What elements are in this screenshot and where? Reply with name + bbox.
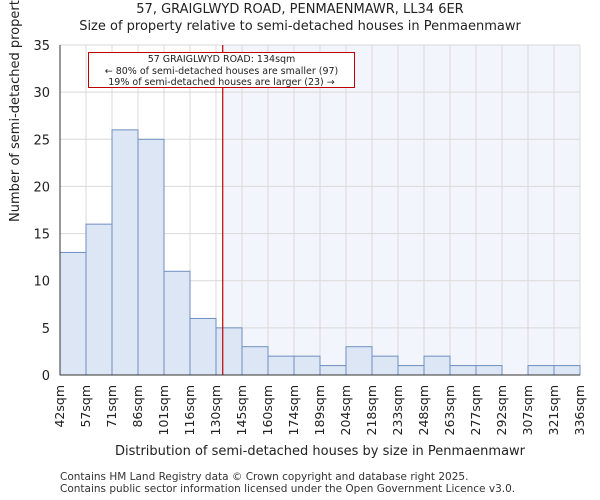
bar-86sqm: [137, 138, 165, 376]
x-tick-label-277sqm: 277sqm: [468, 385, 483, 435]
bar-145sqm: [241, 346, 269, 376]
bar-248sqm: [423, 355, 451, 376]
x-tick-label-160sqm: 160sqm: [260, 385, 275, 435]
bar-277sqm: [475, 365, 503, 376]
bar-189sqm: [319, 365, 347, 376]
y-axis-label: Number of semi-detached properties: [8, 0, 23, 222]
x-tick-label-86sqm: 86sqm: [130, 385, 145, 428]
y-tick-label-10: 10: [33, 275, 50, 290]
bar-101sqm: [163, 270, 191, 376]
y-tick-label-15: 15: [33, 228, 50, 243]
chart-subtitle: Size of property relative to semi-detach…: [79, 19, 521, 34]
x-tick-label-189sqm: 189sqm: [312, 385, 327, 435]
x-tick-label-218sqm: 218sqm: [364, 385, 379, 435]
bar-57sqm: [85, 223, 113, 376]
y-tick-label-0: 0: [42, 369, 50, 384]
annotation-line-3: 19% of semi-detached houses are larger (…: [108, 77, 335, 88]
bar-321sqm: [553, 365, 581, 376]
x-tick-label-248sqm: 248sqm: [416, 385, 431, 435]
y-tick-label-30: 30: [33, 86, 50, 101]
x-tick-label-174sqm: 174sqm: [286, 385, 301, 435]
bar-71sqm: [111, 129, 139, 376]
annotation-line-2: ← 80% of semi-detached houses are smalle…: [104, 65, 339, 77]
footer-copyright: Contains HM Land Registry data © Crown c…: [60, 471, 469, 483]
bar-116sqm: [189, 317, 217, 376]
x-tick-label-42sqm: 42sqm: [52, 385, 67, 428]
annotation-line-1: 57 GRAIGLWYD ROAD: 134sqm: [147, 54, 296, 65]
x-tick-label-233sqm: 233sqm: [390, 385, 405, 435]
x-tick-label-130sqm: 130sqm: [208, 385, 223, 435]
x-tick-label-321sqm: 321sqm: [546, 385, 561, 435]
property-annotation-box: 57 GRAIGLWYD ROAD: 134sqm ← 80% of semi-…: [88, 52, 355, 88]
x-tick-label-307sqm: 307sqm: [520, 385, 535, 435]
x-tick-label-116sqm: 116sqm: [182, 385, 197, 435]
bar-174sqm: [293, 355, 321, 376]
bar-307sqm: [527, 365, 555, 376]
x-tick-label-71sqm: 71sqm: [104, 385, 119, 428]
x-tick-label-292sqm: 292sqm: [494, 385, 509, 435]
x-tick-label-263sqm: 263sqm: [442, 385, 457, 435]
y-tick-label-25: 25: [33, 133, 50, 148]
x-tick-label-101sqm: 101sqm: [156, 385, 171, 435]
bar-130sqm: [215, 327, 243, 376]
x-tick-label-336sqm: 336sqm: [572, 385, 587, 435]
x-tick-label-204sqm: 204sqm: [338, 385, 353, 435]
y-tick-label-20: 20: [33, 180, 50, 195]
y-tick-label-35: 35: [33, 39, 50, 54]
bar-218sqm: [371, 355, 399, 376]
bar-263sqm: [449, 365, 477, 376]
chart-title: 57, GRAIGLWYD ROAD, PENMAENMAWR, LL34 6E…: [136, 2, 464, 17]
y-tick-label-5: 5: [42, 322, 50, 337]
x-tick-label-145sqm: 145sqm: [234, 385, 249, 435]
bar-42sqm: [59, 251, 87, 376]
bar-160sqm: [267, 355, 295, 376]
bar-204sqm: [345, 346, 373, 376]
x-axis-label: Distribution of semi-detached houses by …: [114, 444, 526, 459]
bar-233sqm: [397, 365, 425, 376]
x-tick-label-57sqm: 57sqm: [78, 385, 93, 428]
footer-licence: Contains public sector information licen…: [60, 483, 516, 495]
larger-region-highlight: [222, 45, 581, 375]
